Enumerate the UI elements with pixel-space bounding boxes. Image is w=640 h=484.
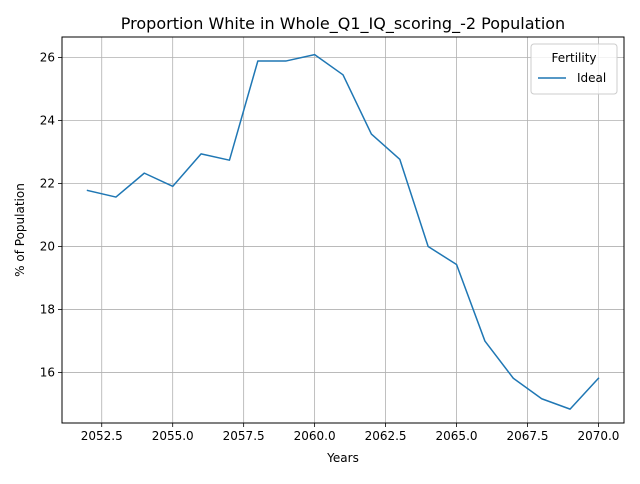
plot-frame <box>61 36 625 424</box>
y-tick-label: 20 <box>40 240 55 254</box>
x-axis-ticks: 2052.5 2055.0 2057.5 2060.0 2062.5 2065.0 2067… <box>81 423 619 443</box>
series-line-ideal <box>86 53 600 410</box>
y-tick-label: 16 <box>40 366 55 380</box>
y-axis-ticks: 16 18 20 22 24 26 <box>40 50 62 380</box>
legend: Fertility Ideal <box>530 43 618 95</box>
x-tick-label: 2057.5 <box>223 429 265 443</box>
y-axis-label: % of Population <box>13 183 27 277</box>
x-axis-label: Years <box>326 451 359 465</box>
x-tick-label: 2055.0 <box>152 429 194 443</box>
chart-title: Proportion White in Whole_Q1_IQ_scoring_… <box>121 14 565 34</box>
y-tick-label: 18 <box>40 303 55 317</box>
legend-label-ideal: Ideal <box>577 71 606 85</box>
legend-title: Fertility <box>551 51 596 65</box>
grid-lines <box>62 37 624 423</box>
y-tick-label: 22 <box>40 177 55 191</box>
y-tick-label: 26 <box>40 50 55 64</box>
x-tick-label: 2067.5 <box>506 429 548 443</box>
series-layer <box>86 53 600 410</box>
y-tick-label: 24 <box>40 114 55 128</box>
x-tick-label: 2062.5 <box>365 429 407 443</box>
x-tick-label: 2060.0 <box>294 429 336 443</box>
legend-box <box>530 43 618 95</box>
x-tick-label: 2065.0 <box>436 429 478 443</box>
x-tick-label: 2052.5 <box>81 429 123 443</box>
x-tick-label: 2070.0 <box>577 429 619 443</box>
